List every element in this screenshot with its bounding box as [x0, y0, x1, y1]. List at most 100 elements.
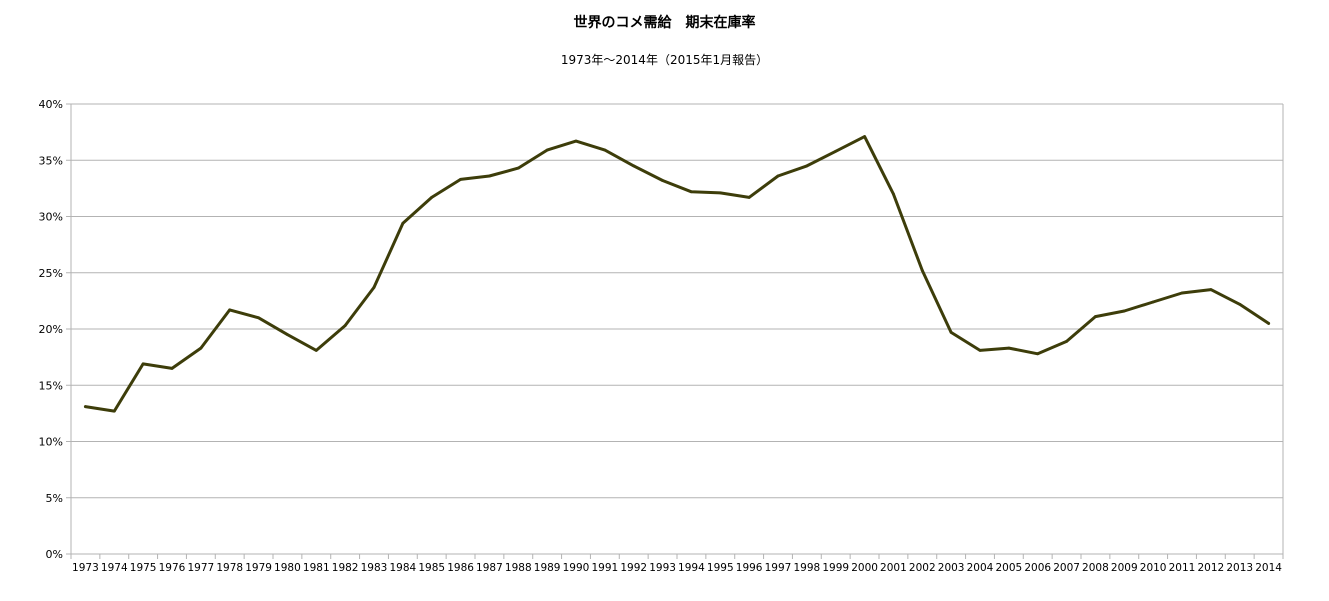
data-point — [545, 148, 549, 152]
data-point — [747, 195, 751, 199]
data-point — [286, 333, 289, 337]
x-tick-label: 1985 — [418, 562, 445, 574]
data-point — [488, 174, 491, 178]
data-point — [920, 269, 924, 272]
data-point — [459, 177, 462, 181]
y-tick-label: 20% — [39, 323, 63, 336]
data-point — [863, 135, 866, 139]
x-tick-label: 2009 — [1111, 562, 1138, 574]
x-tick-label: 2005 — [995, 562, 1022, 574]
data-point — [112, 409, 116, 413]
data-point — [949, 330, 953, 334]
x-tick-label: 1992 — [620, 562, 647, 574]
data-point — [603, 148, 607, 152]
x-tick-label: 1983 — [361, 562, 388, 574]
data-point — [1267, 321, 1270, 325]
x-tick-label: 2006 — [1024, 562, 1051, 574]
data-point — [1122, 309, 1126, 313]
data-point — [574, 139, 578, 143]
x-tick-label: 1973 — [72, 562, 99, 574]
y-tick-label: 10% — [39, 436, 63, 449]
x-tick-label: 2001 — [880, 562, 907, 574]
data-point — [257, 316, 260, 320]
data-point — [1180, 291, 1184, 295]
x-tick-label: 2011 — [1169, 562, 1196, 574]
data-point — [805, 164, 809, 168]
data-point — [228, 308, 232, 312]
data-point — [401, 221, 405, 225]
x-tick-label: 1988 — [505, 562, 532, 574]
data-point — [314, 348, 318, 352]
y-tick-label: 35% — [39, 154, 63, 167]
x-tick-label: 2014 — [1255, 562, 1282, 574]
x-tick-label: 1982 — [332, 562, 359, 574]
data-point — [1094, 315, 1097, 319]
data-point — [1151, 300, 1155, 304]
x-tick-label: 1987 — [476, 562, 503, 574]
x-tick-label: 1994 — [678, 562, 705, 574]
data-point — [516, 166, 520, 170]
y-tick-label: 0% — [46, 548, 63, 561]
x-tick-label: 1984 — [389, 562, 416, 574]
axes — [66, 103, 1284, 559]
x-tick-label: 1996 — [736, 562, 763, 574]
data-point — [343, 324, 347, 328]
x-tick-label: 1975 — [130, 562, 157, 574]
x-tick-label: 1986 — [447, 562, 474, 574]
data-point — [892, 192, 895, 196]
y-axis-tick-labels: 0% 5% 10% 15% 20% 25% 30% 35% 40% — [39, 98, 63, 561]
x-tick-label: 1991 — [591, 562, 618, 574]
data-point — [690, 190, 693, 194]
x-tick-label: 2000 — [851, 562, 878, 574]
data-point — [834, 149, 838, 153]
data-point — [1036, 352, 1040, 356]
data-point — [372, 285, 376, 289]
x-tick-label: 1976 — [159, 562, 186, 574]
x-tick-label: 1989 — [534, 562, 561, 574]
x-tick-label: 2013 — [1226, 562, 1253, 574]
data-point — [1065, 339, 1068, 343]
data-point — [1007, 346, 1011, 350]
chart-subtitle: 1973年～2014年（2015年1月報告） — [560, 53, 769, 67]
data-point — [776, 174, 780, 178]
x-tick-label: 1980 — [274, 562, 301, 574]
x-tick-label: 1974 — [101, 562, 128, 574]
x-tick-label: 1978 — [216, 562, 243, 574]
grid-lines — [71, 103, 1283, 555]
data-point — [84, 405, 87, 409]
x-tick-label: 2007 — [1053, 562, 1080, 574]
data-point — [430, 195, 434, 199]
data-point — [141, 362, 145, 366]
y-tick-label: 25% — [39, 267, 63, 280]
y-tick-label: 40% — [39, 98, 63, 111]
x-tick-label: 2002 — [909, 562, 936, 574]
data-point — [632, 164, 636, 168]
x-tick-label: 1993 — [649, 562, 676, 574]
x-tick-label: 1977 — [187, 562, 214, 574]
x-tick-label: 2004 — [967, 562, 994, 574]
x-tick-label: 1998 — [793, 562, 820, 574]
x-tick-label: 1999 — [822, 562, 849, 574]
x-tick-label: 1995 — [707, 562, 734, 574]
data-point — [1209, 288, 1213, 292]
x-axis-tick-labels: 1973 1974 1975 1976 1977 1978 1979 1980 1981 1982… — [72, 562, 1282, 574]
series-layer — [83, 135, 1271, 413]
x-tick-label: 1981 — [303, 562, 330, 574]
data-point — [1238, 302, 1242, 306]
data-point — [199, 346, 203, 350]
x-tick-label: 1997 — [765, 562, 792, 574]
x-tick-label: 1990 — [563, 562, 590, 574]
y-tick-label: 5% — [46, 492, 63, 505]
series-line — [83, 135, 1271, 413]
x-tick-label: 2012 — [1197, 562, 1224, 574]
data-point — [170, 366, 174, 370]
data-point — [978, 348, 982, 352]
x-tick-label: 1979 — [245, 562, 272, 574]
data-point — [718, 191, 722, 195]
x-tick-label: 2008 — [1082, 562, 1109, 574]
x-tick-label: 2003 — [938, 562, 965, 574]
chart-title: 世界のコメ需給 期末在庫率 — [573, 15, 756, 31]
y-tick-label: 30% — [39, 211, 63, 224]
y-tick-label: 15% — [39, 379, 63, 392]
